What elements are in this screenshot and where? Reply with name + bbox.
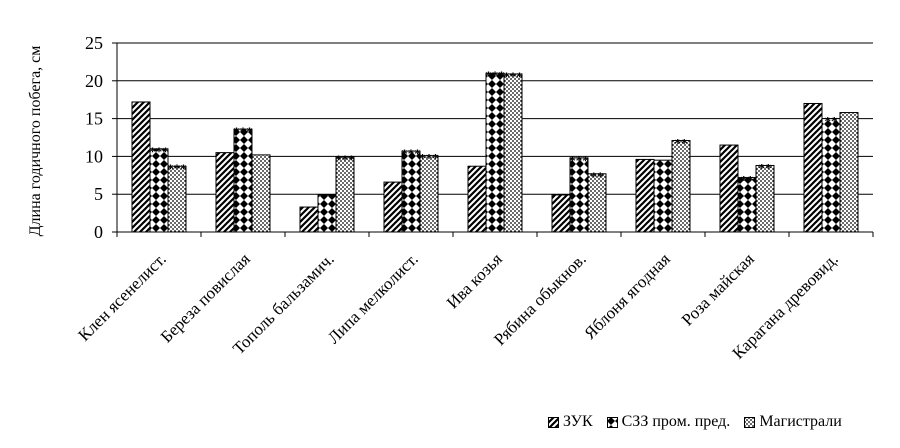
significance-label: ** — [825, 114, 838, 129]
category-label: Липа мелколист. — [324, 249, 422, 347]
legend-label: СЗЗ пром. пред. — [621, 413, 731, 430]
bar-diamond — [653, 159, 673, 233]
significance-label: *** — [401, 146, 421, 161]
bar-diagonal — [131, 101, 151, 233]
bar-diamond — [485, 72, 505, 233]
bar-diagonal — [215, 152, 235, 233]
y-tick-label: 20 — [85, 71, 103, 91]
bar-dots — [671, 140, 691, 233]
bar-diamond — [233, 128, 253, 233]
y-tick-label: 25 — [85, 33, 103, 53]
significance-label: ** — [741, 173, 754, 188]
bar-dots — [503, 73, 523, 233]
legend-swatch-dots — [744, 416, 756, 428]
category-label: Яблоня ягодная — [580, 249, 674, 343]
bar-diamond — [317, 194, 337, 233]
significance-label: *** — [569, 153, 589, 168]
bar-diagonal — [383, 181, 403, 233]
significance-label: *** — [503, 69, 523, 84]
significance-label: *** — [233, 124, 253, 139]
significance-label: *** — [485, 68, 505, 83]
bar-dots — [167, 165, 187, 233]
significance-label: ** — [759, 160, 772, 175]
significance-label: *** — [335, 152, 355, 167]
significance-label: *** — [149, 144, 169, 159]
legend: ЗУК СЗЗ пром. пред. Магистрали — [548, 411, 842, 433]
bar-dots — [419, 155, 439, 233]
legend-item: ЗУК — [548, 413, 593, 431]
legend-label: Магистрали — [759, 413, 842, 430]
category-label: Клен ясенелист. — [74, 249, 169, 344]
bar-dots — [587, 173, 607, 233]
legend-item: Магистрали — [744, 413, 842, 431]
category-label: Рябина обыкнов. — [490, 249, 590, 349]
significance-label: *** — [419, 151, 439, 166]
y-tick-label: 10 — [85, 146, 103, 166]
significance-label: ** — [591, 169, 604, 184]
bar-diagonal — [551, 194, 571, 233]
legend-swatch-diagonal — [548, 416, 559, 428]
bar-diagonal — [719, 144, 739, 233]
bar-dots — [839, 112, 859, 233]
legend-swatch-diamond — [606, 416, 618, 428]
y-axis-title: Длина годичного побега, см — [27, 46, 44, 237]
category-label: Ива козья — [443, 249, 506, 312]
bar-diagonal — [467, 165, 487, 233]
bar-dots — [335, 156, 355, 233]
bar-dots — [755, 164, 775, 233]
category-label: Роза майская — [678, 249, 758, 329]
significance-label: *** — [167, 161, 187, 176]
bar-diagonal — [635, 158, 655, 233]
legend-item: СЗЗ пром. пред. — [606, 413, 731, 431]
significance-label: ** — [675, 136, 688, 151]
category-label: Береза повислая — [157, 249, 254, 346]
bar-dots — [251, 154, 271, 233]
bar-diagonal — [299, 206, 319, 233]
bar-diamond — [821, 118, 841, 233]
bar-diagonal — [803, 102, 823, 233]
y-tick-label: 15 — [85, 109, 103, 129]
bar-diamond — [149, 148, 169, 233]
bar-diamond — [401, 150, 421, 233]
legend-label: ЗУК — [563, 413, 593, 430]
y-tick-label: 0 — [94, 222, 103, 242]
bar-diamond — [569, 157, 589, 233]
y-tick-label: 5 — [94, 184, 103, 204]
